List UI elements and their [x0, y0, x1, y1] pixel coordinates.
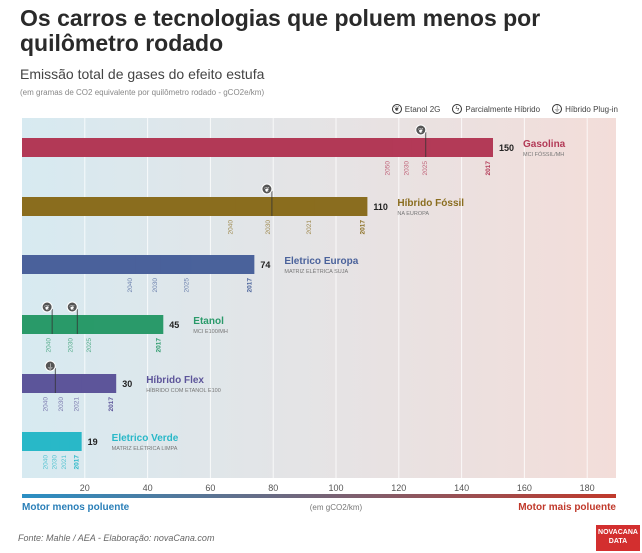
bar-value-label: 30	[122, 379, 132, 389]
year-label: 2021	[74, 397, 81, 412]
pollution-scale-bar	[22, 494, 616, 498]
x-tick-label: 160	[517, 483, 532, 493]
x-tick-label: 20	[80, 483, 90, 493]
plug-icon: ⏚	[552, 104, 563, 114]
bar-segment	[22, 432, 60, 451]
series-sub-label: NA EUROPA	[397, 211, 429, 217]
year-label: 2040	[42, 397, 49, 412]
bar-segment	[22, 138, 393, 157]
bar-segment	[22, 197, 236, 216]
x-tick-label: 140	[454, 483, 469, 493]
x-axis-label: (em gCO2/km)	[310, 503, 363, 512]
leaf-icon	[261, 183, 273, 195]
year-label: 2025	[86, 338, 93, 353]
leaf-icon	[41, 301, 53, 313]
year-label: 2030	[265, 220, 272, 235]
plug-icon	[44, 360, 56, 372]
legend-item-hibrido-plug-in: ⏚ Híbrido Plug-in	[552, 104, 618, 114]
year-label: 2030	[58, 397, 65, 412]
bar-segment	[22, 432, 51, 451]
series-sub-label: MCI FÓSSIL/MH	[523, 151, 564, 158]
year-label: 2017	[246, 278, 253, 293]
year-label: 2040	[228, 220, 235, 235]
icon-glyph: ❦	[44, 305, 50, 312]
year-label: 2017	[108, 397, 115, 412]
logo-line: NOVACANA	[598, 529, 638, 536]
x-tick-label: 60	[205, 483, 215, 493]
year-label: 2021	[306, 220, 313, 235]
bar-segment	[22, 197, 274, 216]
series-sub-label: MATRIZ ELÉTRICA SUJA	[284, 268, 348, 275]
legend-label: Etanol 2G	[404, 104, 441, 114]
leaf-icon: ❦	[391, 104, 402, 114]
bar-segment	[22, 315, 76, 334]
legend-label: Híbrido Plug-in	[565, 104, 618, 114]
bar-segment	[22, 374, 51, 393]
novacana-logo: NOVACANA DATA	[596, 525, 640, 551]
scale-left-label: Motor menos poluente	[22, 502, 130, 513]
series-name-label: Etanol	[193, 316, 224, 327]
x-tick-label: 80	[268, 483, 278, 493]
leaf-icon	[66, 301, 78, 313]
year-label: 2021	[61, 455, 68, 470]
year-label: 2025	[184, 278, 191, 293]
legend-item-parcialmente-hibrido: ϟ Parcialmente Híbrido	[452, 104, 540, 114]
chart-subtitle: Emissão total de gases do efeito estufa	[20, 66, 265, 82]
series-sub-label: HÍBRIDO COM ETANOL E100	[146, 387, 221, 394]
series-name-label: Eletrico Europa	[284, 256, 358, 267]
year-label: 2017	[155, 338, 162, 353]
year-label: 2017	[485, 161, 492, 176]
bar-value-label: 74	[260, 260, 270, 270]
year-label: 2017	[359, 220, 366, 235]
year-label: 2017	[74, 455, 81, 470]
plot-background	[22, 118, 616, 478]
unit-note: (em gramas de CO2 equivalente por quilôm…	[20, 88, 265, 97]
year-label: 2030	[152, 278, 159, 293]
icon-glyph: ⏚	[47, 363, 54, 371]
series-name-label: Híbrido Fóssil	[397, 198, 464, 209]
legend: ❦ Etanol 2G ϟ Parcialmente Híbrido ⏚ Híb…	[391, 104, 618, 114]
year-label: 2025	[422, 161, 429, 176]
year-label: 2040	[127, 278, 134, 293]
x-tick-label: 120	[391, 483, 406, 493]
year-label: 2040	[42, 455, 49, 470]
bar-segment	[22, 138, 412, 157]
bar-value-label: 45	[169, 320, 179, 330]
x-tick-label: 180	[580, 483, 595, 493]
bar-value-label: 110	[373, 202, 388, 212]
x-tick-label: 40	[143, 483, 153, 493]
bar-segment	[22, 315, 54, 334]
x-tick-label: 100	[328, 483, 343, 493]
year-label: 2030	[403, 161, 410, 176]
leaf-icon	[415, 124, 427, 136]
series-sub-label: MATRIZ ELÉTRICA LIMPA	[112, 445, 178, 452]
scale-right-label: Motor mais poluente	[518, 502, 616, 513]
icon-glyph: ❦	[418, 128, 424, 135]
year-label: 2040	[45, 338, 52, 353]
year-label: 2030	[52, 455, 59, 470]
icon-glyph: ❦	[264, 187, 270, 194]
logo-line: DATA	[608, 538, 628, 545]
series-name-label: Híbrido Flex	[146, 375, 204, 386]
series-name-label: Eletrico Verde	[112, 433, 179, 444]
icon-glyph: ❦	[69, 305, 75, 312]
bar-value-label: 19	[88, 437, 98, 447]
year-label: 2050	[385, 161, 392, 176]
bolt-icon: ϟ	[452, 104, 463, 114]
series-name-label: Gasolina	[523, 139, 566, 150]
year-label: 2030	[67, 338, 74, 353]
bar-value-label: 150	[499, 143, 514, 153]
legend-label: Parcialmente Híbrido	[465, 104, 541, 114]
bar-segment	[22, 255, 136, 274]
chart-title: Os carros e tecnologias que poluem menos…	[20, 5, 541, 56]
legend-item-etanol-2g: ❦ Etanol 2G	[391, 104, 441, 114]
bar-segment	[22, 255, 161, 274]
source-note: Fonte: Mahle / AEA - Elaboração: novaCan…	[18, 533, 215, 543]
series-sub-label: MCI E100/MH	[193, 329, 228, 335]
